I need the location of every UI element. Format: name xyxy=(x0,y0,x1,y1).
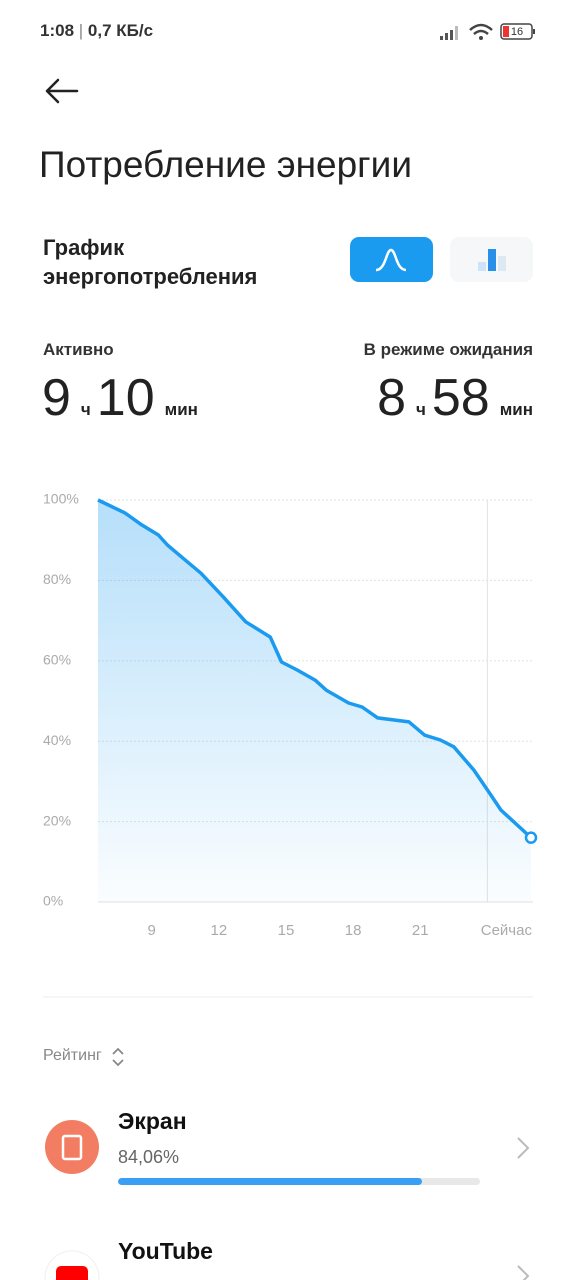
line-mode-icon xyxy=(375,248,407,272)
y-tick-label: 20% xyxy=(43,812,71,828)
y-tick-label: 40% xyxy=(43,732,71,748)
hours: 9 xyxy=(42,369,71,427)
page-title: Потребление энергии xyxy=(39,144,412,185)
x-tick-label: Сейчас xyxy=(481,922,533,939)
standby-duration: 8 ч 58 мин xyxy=(377,368,533,428)
unit: ч xyxy=(415,400,426,419)
section-title: График энергопотребления xyxy=(43,235,258,289)
chevron[interactable] xyxy=(517,1137,530,1159)
line xyxy=(97,498,533,839)
status-left: 1:08 | 0,7 КБ/с xyxy=(40,21,153,41)
y-tick-label: 60% xyxy=(43,652,71,668)
bar-mode-icon xyxy=(498,256,506,271)
back-button[interactable] xyxy=(45,78,79,104)
y-tick-label: 100% xyxy=(43,491,79,507)
unit: ч xyxy=(80,400,91,419)
area xyxy=(98,500,531,902)
chevron[interactable] xyxy=(517,1265,530,1280)
y-tick-label: 0% xyxy=(43,893,63,909)
app-icon xyxy=(45,1120,99,1174)
wifi-icon xyxy=(469,23,493,35)
line-mode-button[interactable] xyxy=(350,237,433,282)
network-speed: 0,7 КБ/с xyxy=(87,21,154,40)
active-duration: 9 ч 10 мин xyxy=(42,368,198,428)
youtube-glyph xyxy=(56,1266,88,1280)
bar-mode-icon xyxy=(478,262,486,271)
battery-level xyxy=(503,26,509,37)
active-label: Активно xyxy=(43,340,114,359)
x-tick-label: 15 xyxy=(278,922,295,939)
ranking-label[interactable]: Рейтинг xyxy=(43,1047,102,1064)
sort-icon[interactable] xyxy=(112,1047,124,1067)
battery-icon xyxy=(500,23,533,40)
minutes: 10 xyxy=(96,369,155,427)
app-name: YouTube xyxy=(118,1238,213,1264)
end-point xyxy=(524,831,538,844)
progress-fill xyxy=(118,1178,423,1185)
x-tick-label: 9 xyxy=(148,922,156,939)
bar-mode-icon xyxy=(488,249,496,271)
progress-track xyxy=(118,1178,480,1185)
battery-tip xyxy=(533,29,535,34)
minutes: 58 xyxy=(431,369,490,427)
app-name: Экран xyxy=(118,1108,187,1134)
x-tick-label: 12 xyxy=(210,922,227,939)
standby-label: В режиме ожидания xyxy=(363,340,533,359)
app-percent: 84,06% xyxy=(118,1147,180,1167)
time: 1:08 xyxy=(40,21,75,40)
unit: мин xyxy=(499,400,533,419)
screen-glyph xyxy=(61,1134,83,1161)
y-tick-label: 80% xyxy=(43,571,71,587)
divider: | xyxy=(74,21,88,40)
signal-icon xyxy=(440,26,458,40)
wifi-dot xyxy=(479,36,483,40)
x-tick-label: 18 xyxy=(345,922,362,939)
hours: 8 xyxy=(377,369,406,427)
battery-text: 16 xyxy=(511,26,523,38)
x-tick-label: 21 xyxy=(412,922,429,939)
unit: мин xyxy=(164,400,198,419)
